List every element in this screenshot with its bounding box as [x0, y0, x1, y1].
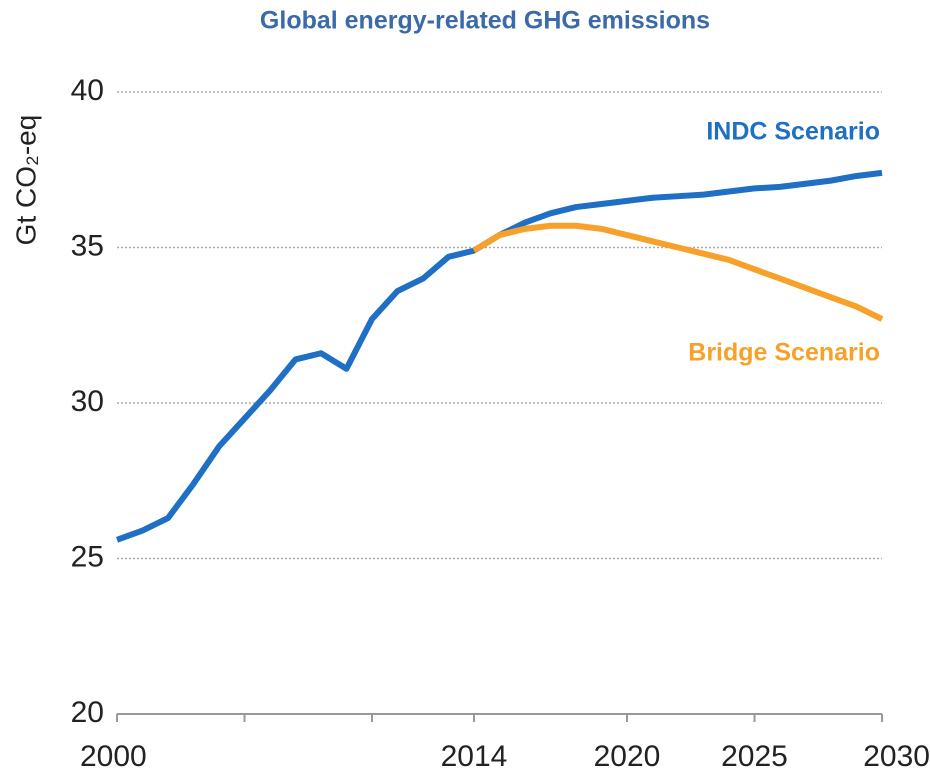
x-tick-label: 2000	[80, 740, 147, 773]
x-tick-label: 2020	[594, 740, 661, 773]
y-tick-label: 35	[71, 229, 104, 262]
x-tick-label: 2014	[441, 740, 508, 773]
series-label: INDC Scenario	[706, 118, 880, 146]
y-tick-label: 30	[71, 385, 104, 418]
x-tick-label: 2030	[863, 740, 930, 773]
y-tick-label: 20	[71, 696, 104, 729]
chart-title: Global energy-related GHG emissions	[260, 7, 710, 35]
series-label: Bridge Scenario	[688, 339, 880, 367]
y-axis-label: Gt CO₂-eq	[10, 115, 41, 246]
x-tick-label: 2025	[721, 740, 788, 773]
y-tick-label: 25	[71, 540, 104, 573]
y-tick-label: 40	[71, 74, 104, 107]
series-line	[472, 222, 884, 322]
